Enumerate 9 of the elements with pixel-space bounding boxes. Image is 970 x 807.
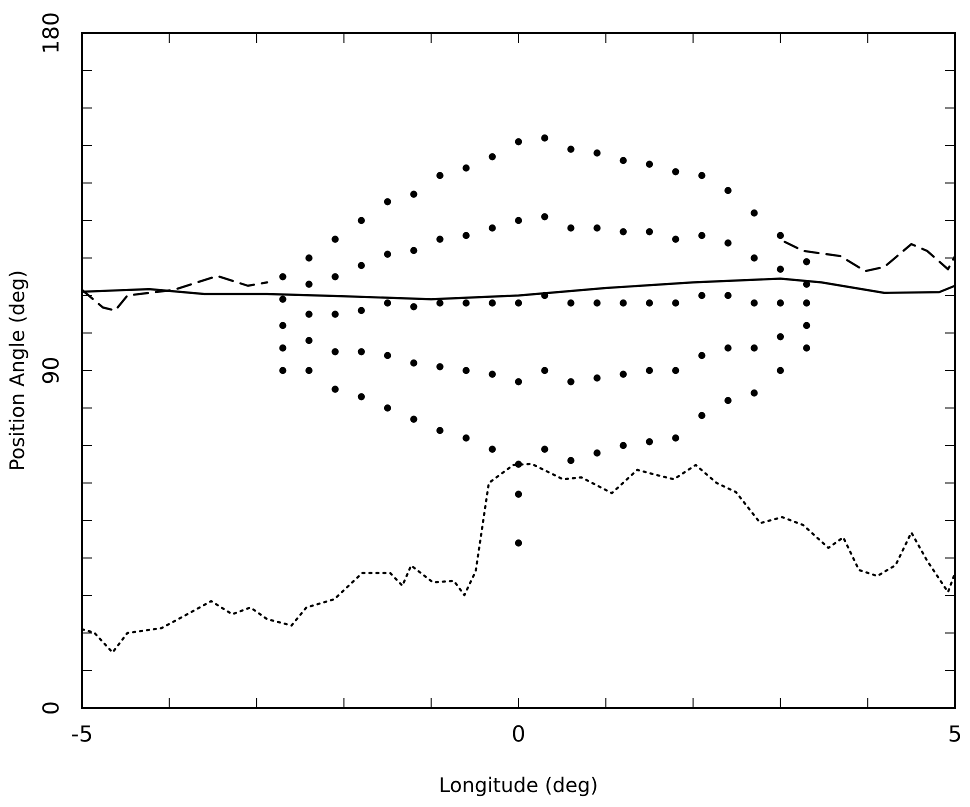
y-tick-label: 180 [40,12,64,54]
line-series [80,462,956,654]
y-tick-label: 90 [40,356,64,384]
x-tick-label: 5 [948,722,962,748]
x-axis-title: Longitude (deg) [438,773,598,797]
y-axis-title: Position Angle (deg) [5,270,29,471]
x-tick-label: -5 [71,722,93,748]
x-tick-label: 0 [512,722,526,748]
y-tick-label: 0 [40,701,64,715]
